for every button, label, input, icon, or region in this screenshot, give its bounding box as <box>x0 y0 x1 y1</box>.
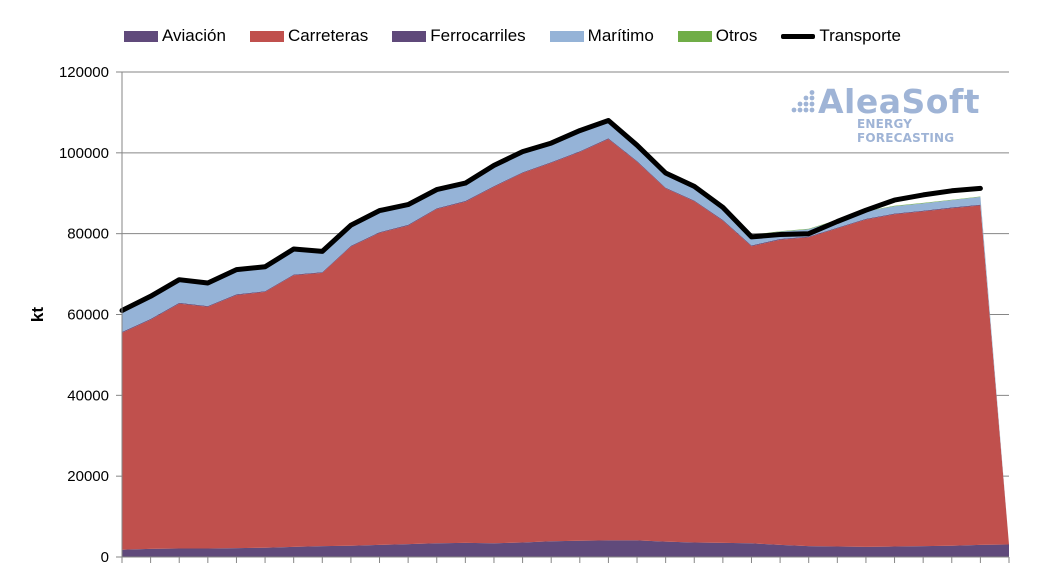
legend-swatch-ferrocarriles <box>392 30 427 42</box>
legend-item-ferrocarriles: Ferrocarriles <box>392 26 526 46</box>
y-tick-label-1: 20000 <box>67 468 109 485</box>
legend-item-otros: Otros <box>677 26 758 46</box>
watermark-subtitle: ENERGY FORECASTING <box>857 117 955 145</box>
legend-item-maritimo: Marítimo <box>549 26 654 46</box>
legend-swatch-carreteras <box>249 30 284 42</box>
legend: Aviación Carreteras Ferrocarriles Maríti… <box>124 24 925 48</box>
legend-item-carreteras: Carreteras <box>249 26 369 46</box>
y-tick-label-0: 0 <box>101 549 109 566</box>
legend-label-transporte: Transporte <box>819 26 901 45</box>
legend-swatch-maritimo <box>549 30 584 42</box>
legend-label-carreteras: Carreteras <box>287 26 369 45</box>
area-aviación <box>122 540 1009 557</box>
y-tick-label-4: 80000 <box>67 226 109 243</box>
y-tick-label-6: 120000 <box>59 64 109 81</box>
dots-logo-icon <box>791 90 815 113</box>
y-tick-label-2: 40000 <box>67 387 109 404</box>
legend-swatch-aviacion <box>124 30 158 42</box>
legend-item-transporte: Transporte <box>781 26 901 46</box>
legend-line-transporte <box>781 33 816 39</box>
area-carreteras <box>122 139 1009 550</box>
legend-item-aviacion: Aviación <box>124 26 226 46</box>
legend-label-maritimo: Marítimo <box>587 26 654 45</box>
y-tick-label-3: 60000 <box>67 307 109 324</box>
legend-label-aviacion: Aviación <box>162 26 226 45</box>
legend-swatch-otros <box>677 30 712 42</box>
legend-label-ferrocarriles: Ferrocarriles <box>430 26 526 45</box>
legend-label-otros: Otros <box>715 26 758 45</box>
watermark-title: AleaSoft <box>818 82 981 121</box>
y-tick-label-5: 100000 <box>59 145 109 162</box>
line-transporte <box>119 118 983 313</box>
watermark: AleaSoft ENERGY FORECASTING <box>790 82 1000 145</box>
y-axis-label: kt <box>28 307 47 322</box>
